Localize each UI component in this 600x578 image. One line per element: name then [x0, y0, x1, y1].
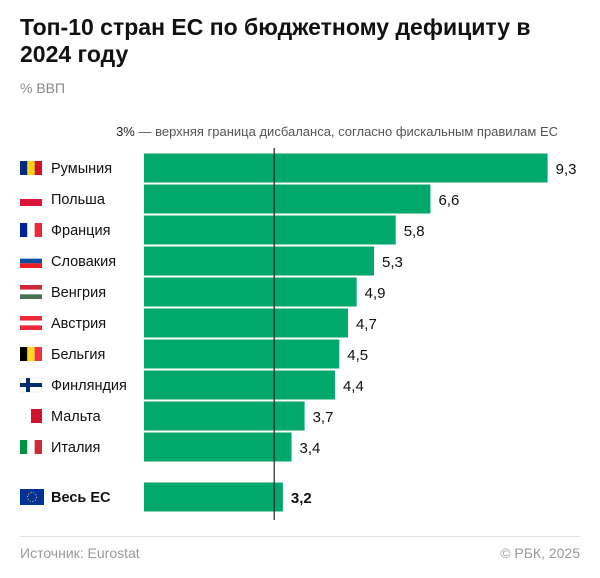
bar: [144, 184, 431, 214]
category-label: Мальта: [51, 409, 102, 425]
flag-stripe: [34, 223, 42, 237]
flag-stripe: [20, 192, 42, 199]
flag-stripe: [20, 316, 42, 321]
source-text: Источник: Eurostat: [20, 545, 140, 561]
flag-stripe: [20, 409, 31, 423]
value-label: 6,6: [438, 192, 459, 209]
value-label: 9,3: [556, 161, 577, 178]
flag-cross: [20, 383, 42, 387]
value-label: 4,4: [343, 378, 364, 395]
copyright-text: © РБК, 2025: [500, 545, 580, 561]
threshold-note-text: — верхняя граница дисбаланса, согласно ф…: [134, 124, 558, 139]
value-label: 4,9: [365, 285, 386, 302]
flag-stripe: [20, 199, 42, 206]
chart-subtitle: % ВВП: [20, 80, 66, 96]
category-label: Венгрия: [51, 285, 106, 301]
flag-stripe: [20, 161, 28, 175]
eu-flag: [20, 489, 44, 505]
bar: [144, 432, 292, 462]
bar: [144, 215, 396, 245]
flag-stripe: [34, 161, 42, 175]
value-label: 3,2: [291, 490, 312, 507]
flag-stripe: [20, 347, 28, 361]
flag-stripe: [20, 440, 28, 454]
footer-divider: [20, 536, 580, 537]
category-label: Италия: [51, 440, 100, 456]
flag-stripe: [20, 294, 42, 299]
threshold-note-value: 3%: [116, 124, 135, 139]
value-label: 4,5: [347, 347, 368, 364]
threshold-note: 3% — верхняя граница дисбаланса, согласн…: [116, 124, 558, 139]
flag-stripe: [20, 254, 42, 259]
flag-stripe: [34, 347, 42, 361]
flag-stripe: [20, 325, 42, 330]
flag-stripe: [20, 223, 28, 237]
bar: [144, 277, 357, 307]
value-label: 3,4: [300, 440, 321, 457]
bar: [144, 308, 348, 338]
flag-stripe: [20, 285, 42, 290]
value-label: 5,8: [404, 223, 425, 240]
category-label: Польша: [51, 192, 106, 208]
category-label: Австрия: [51, 316, 106, 332]
category-label: Румыния: [51, 161, 112, 177]
flag-stripe: [20, 320, 42, 326]
category-label: Бельгия: [51, 347, 105, 363]
chart-title: Топ-10 стран ЕС по бюджетному дефициту в…: [20, 14, 531, 67]
flag-stripe: [20, 258, 42, 264]
flag-stripe: [27, 347, 35, 361]
flag-stripe: [34, 440, 42, 454]
category-label: Финляндия: [51, 378, 127, 394]
eu-stars: [27, 492, 37, 502]
bar: [144, 370, 335, 400]
bar: [144, 246, 375, 276]
bar: [144, 401, 305, 431]
bar: [144, 482, 283, 512]
flag-stripe: [20, 289, 42, 295]
value-label: 5,3: [382, 254, 403, 271]
category-label: Весь ЕС: [51, 490, 111, 506]
category-label: Франция: [51, 223, 110, 239]
category-label: Словакия: [51, 254, 116, 270]
value-label: 4,7: [356, 316, 377, 333]
flag-stripe: [31, 409, 42, 423]
flag-stripe: [27, 223, 35, 237]
flag-stripe: [20, 263, 42, 268]
value-label: 3,7: [313, 409, 334, 426]
bar: [144, 339, 340, 369]
flag-stripe: [27, 440, 35, 454]
flag-stripe: [27, 161, 35, 175]
bar: [144, 153, 548, 183]
